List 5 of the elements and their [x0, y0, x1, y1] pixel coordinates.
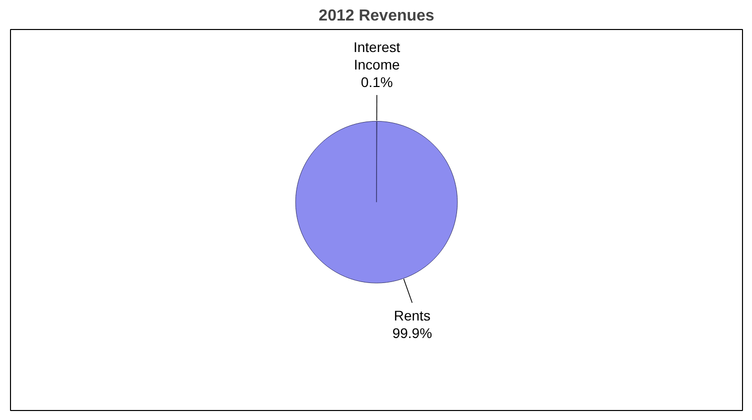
slice-label: Interest Income: [353, 39, 400, 73]
slice-label: Rents: [394, 308, 430, 324]
data-label: 0.1%: [360, 74, 393, 90]
chart-title: 2012 Revenues: [318, 8, 434, 24]
data-label: 99.9%: [392, 325, 432, 342]
